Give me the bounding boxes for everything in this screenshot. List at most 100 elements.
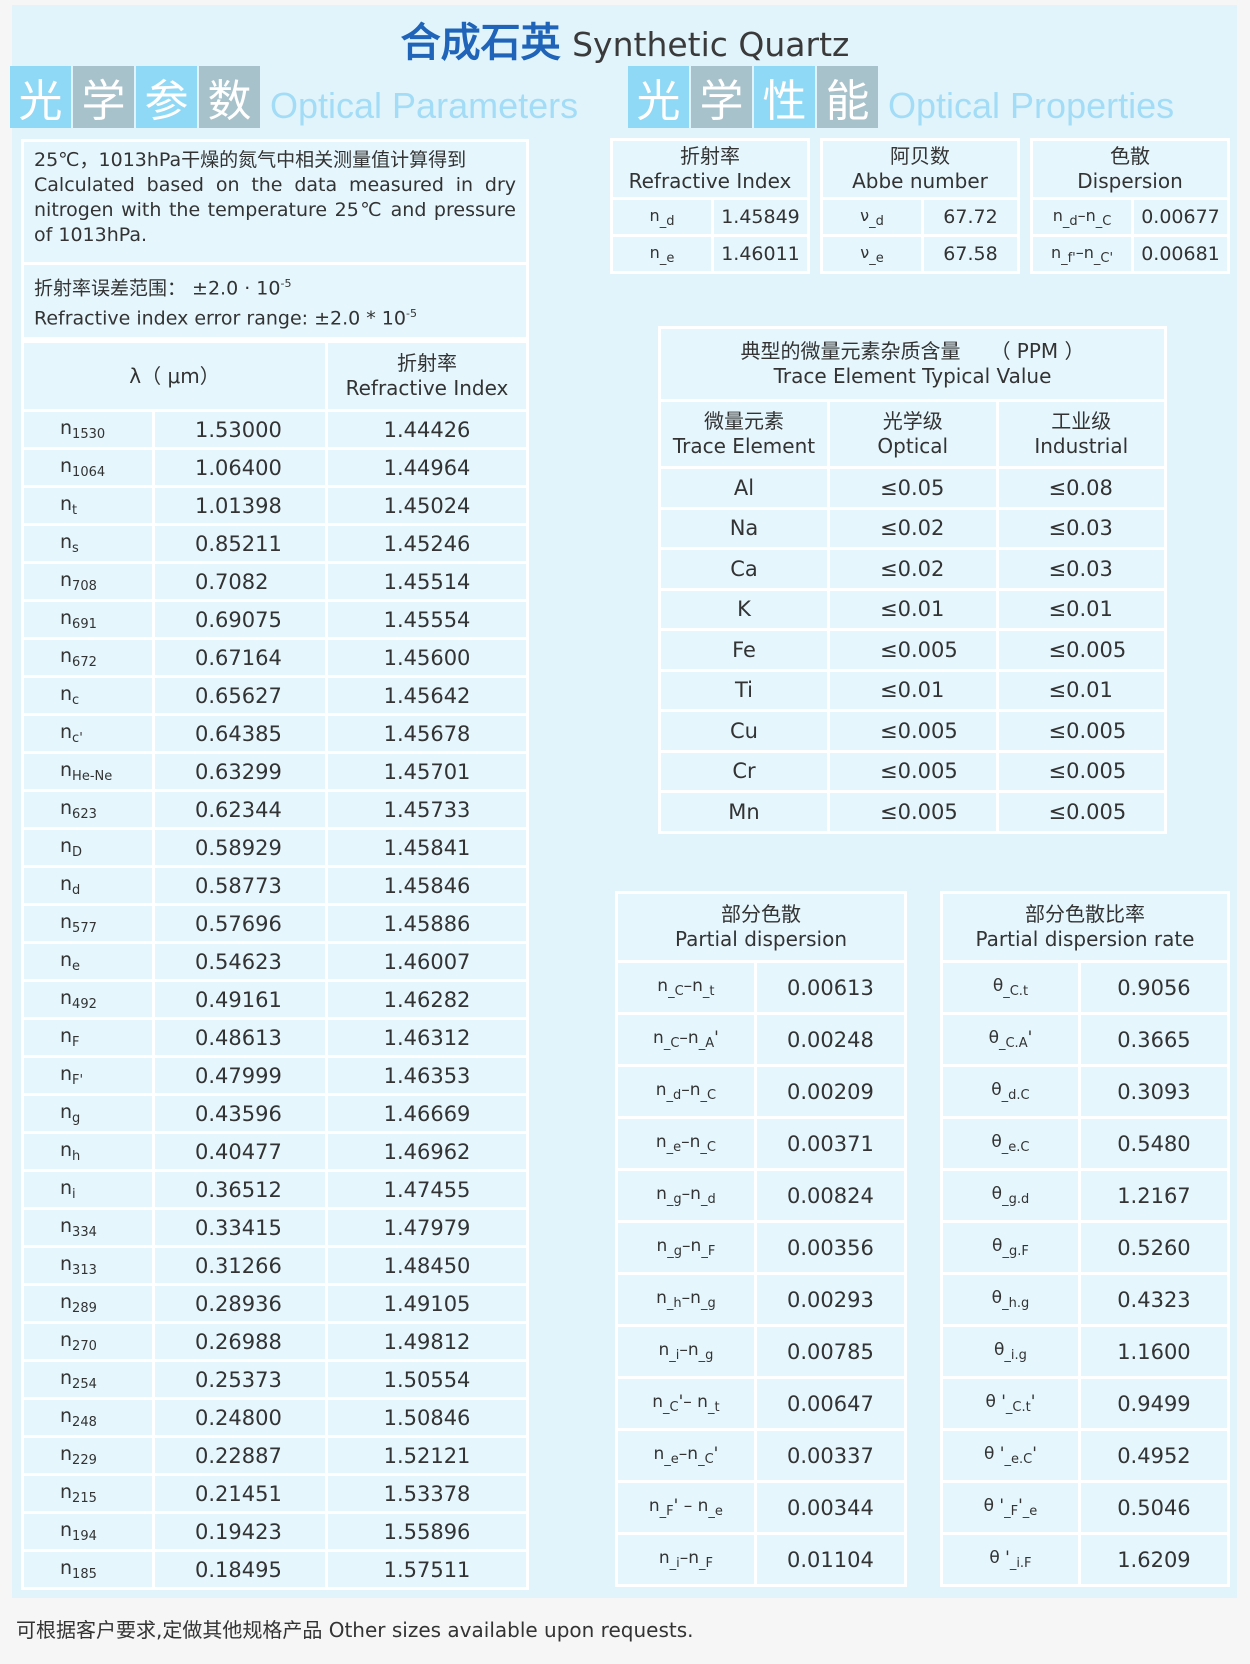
table-row: Ti ≤0.01 ≤0.01 xyxy=(661,671,1164,709)
title-cn: 合成石英 xyxy=(400,20,561,66)
symbol-part: ' – n xyxy=(673,1496,709,1516)
subscript: 248 xyxy=(72,1415,97,1430)
table-row: nF' 0.47999 1.46353 xyxy=(24,1058,526,1093)
subscript: _C xyxy=(700,1140,716,1155)
wavelength-cell: 0.49161 xyxy=(155,982,325,1017)
table-row: ng 0.43596 1.46669 xyxy=(24,1096,526,1131)
refractive-index-header: 折射率 Refractive Index xyxy=(328,343,526,409)
subscript: _d xyxy=(700,1192,716,1207)
table-row: Fe ≤0.005 ≤0.005 xyxy=(661,631,1164,669)
subscript: _F xyxy=(699,1556,713,1571)
subscript: _d xyxy=(1062,213,1078,229)
industrial-grade-cell: ≤0.01 xyxy=(998,590,1164,628)
wavelength-cell: 0.69075 xyxy=(155,602,325,637)
symbol-part: –n xyxy=(679,1028,699,1048)
refractive-index-cell: 1.45024 xyxy=(328,488,526,523)
symbol-part: '– n xyxy=(678,1392,708,1412)
column-header: 工业级 Industrial xyxy=(998,402,1164,466)
table-row: nc' 0.64385 1.45678 xyxy=(24,716,526,751)
element-cell: Mn xyxy=(661,793,827,831)
symbol-cell: n229 xyxy=(24,1438,152,1473)
industrial-grade-cell: ≤0.005 xyxy=(998,793,1164,831)
refractive-index-cell: 1.48450 xyxy=(328,1248,526,1283)
refractive-index-cell: 1.45733 xyxy=(328,792,526,827)
subscript: _C xyxy=(698,1452,714,1467)
symbol-part: n xyxy=(658,1340,670,1360)
subscript: e xyxy=(72,959,81,974)
symbol-cell: n_C–n_A' xyxy=(618,1015,754,1064)
table-row: θ '_i.F 1.6209 xyxy=(943,1535,1227,1584)
wavelength-cell: 1.01398 xyxy=(155,488,325,523)
symbol-cell: n_d xyxy=(613,200,711,234)
subscript: _d.C xyxy=(1001,1088,1030,1103)
subscript: _e xyxy=(869,250,884,266)
industrial-grade-cell: ≤0.005 xyxy=(998,712,1164,750)
wavelength-cell: 0.43596 xyxy=(155,1096,325,1131)
symbol-part: n xyxy=(60,1177,73,1199)
optical-grade-cell: ≤0.01 xyxy=(830,590,996,628)
value-cell: 0.9499 xyxy=(1080,1379,1227,1428)
value-cell: 0.5480 xyxy=(1080,1119,1227,1168)
trace-title: 典型的微量元素杂质含量 （ PPM ） Trace Element Typica… xyxy=(661,329,1164,399)
subscript: _C xyxy=(668,984,684,999)
partial-dispersion-table: 部分色散 Partial dispersion n_C–n_t 0.00613 n_C–… xyxy=(615,891,907,1587)
symbol-cell: n_g–n_d xyxy=(618,1171,754,1220)
symbol-cell: n185 xyxy=(24,1552,152,1587)
subscript: _e.C xyxy=(1004,1452,1033,1467)
symbol-cell: n577 xyxy=(24,906,152,941)
optical-grade-cell: ≤0.01 xyxy=(830,671,996,709)
subscript: _i.F xyxy=(1009,1556,1032,1571)
wavelength-cell: 0.7082 xyxy=(155,564,325,599)
value-cell: 1.2167 xyxy=(1080,1171,1227,1220)
value-cell: 0.00681 xyxy=(1134,237,1227,271)
header-cn: 部分色散 xyxy=(721,902,801,926)
subscript: 313 xyxy=(72,1263,97,1278)
value-cell: 1.45849 xyxy=(714,200,807,234)
table-row: n_e–n_C 0.00371 xyxy=(618,1119,904,1168)
symbol-part: n xyxy=(60,1557,73,1579)
wavelength-cell: 0.57696 xyxy=(155,906,325,941)
header-tile: 性 xyxy=(754,66,815,128)
symbol-cell: n_e–n_C' xyxy=(618,1431,754,1480)
symbol-part: n xyxy=(60,1025,73,1047)
optical-grade-cell: ≤0.005 xyxy=(830,631,996,669)
subscript: _e xyxy=(664,1452,679,1467)
subscript: F' xyxy=(72,1073,84,1088)
symbol-part: n xyxy=(60,1519,73,1541)
table-header: 折射率 Refractive Index xyxy=(613,141,807,197)
symbol-cell: θ '_e.C' xyxy=(943,1431,1078,1480)
symbol-part: n xyxy=(60,1101,73,1123)
value-cell: 0.9056 xyxy=(1080,963,1227,1012)
header-en: Optical xyxy=(877,434,949,458)
symbol-part: n xyxy=(60,645,73,667)
symbol-part: θ xyxy=(991,1288,1003,1308)
subscript: 492 xyxy=(72,997,97,1012)
wavelength-cell: 0.18495 xyxy=(155,1552,325,1587)
value-cell: 1.46011 xyxy=(714,237,807,271)
subscript: _F xyxy=(701,1244,716,1259)
table-row: nHe-Ne 0.63299 1.45701 xyxy=(24,754,526,789)
property-table: 阿贝数 Abbe number ν_d 67.72 ν_e 67.58 xyxy=(820,138,1020,274)
symbol-part: –n xyxy=(682,1236,702,1256)
table-header: 色散 Dispersion xyxy=(1033,141,1227,197)
refractive-index-cell: 1.44964 xyxy=(328,450,526,485)
column-header: 微量元素 Trace Element xyxy=(661,402,827,466)
symbol-cell: n_F' – n_e xyxy=(618,1483,754,1532)
symbol-part: –n xyxy=(681,1288,701,1308)
symbol-cell: n_g–n_F xyxy=(618,1223,754,1272)
symbol-part: –n xyxy=(681,1080,701,1100)
element-cell: Ca xyxy=(661,550,827,588)
refractive-index-cell: 1.45678 xyxy=(328,716,526,751)
table-row: nD 0.58929 1.45841 xyxy=(24,830,526,865)
page-title: 合成石英 Synthetic Quartz xyxy=(0,10,1250,68)
header-cn: 折射率 xyxy=(680,144,740,168)
symbol-part: ' xyxy=(1018,1496,1023,1516)
table-row: n577 0.57696 1.45886 xyxy=(24,906,526,941)
refractive-index-cell: 1.45701 xyxy=(328,754,526,789)
refractive-index-cell: 1.49812 xyxy=(328,1324,526,1359)
optical-properties: 折射率 Refractive Index n_d 1.45849 n_e 1.46011 阿… xyxy=(610,138,1230,274)
refractive-index-cell: 1.45246 xyxy=(328,526,526,561)
table-row: n_f'–n_C' 0.00681 xyxy=(1033,237,1227,271)
wavelength-cell: 0.67164 xyxy=(155,640,325,675)
symbol-part: –n xyxy=(681,1184,701,1204)
